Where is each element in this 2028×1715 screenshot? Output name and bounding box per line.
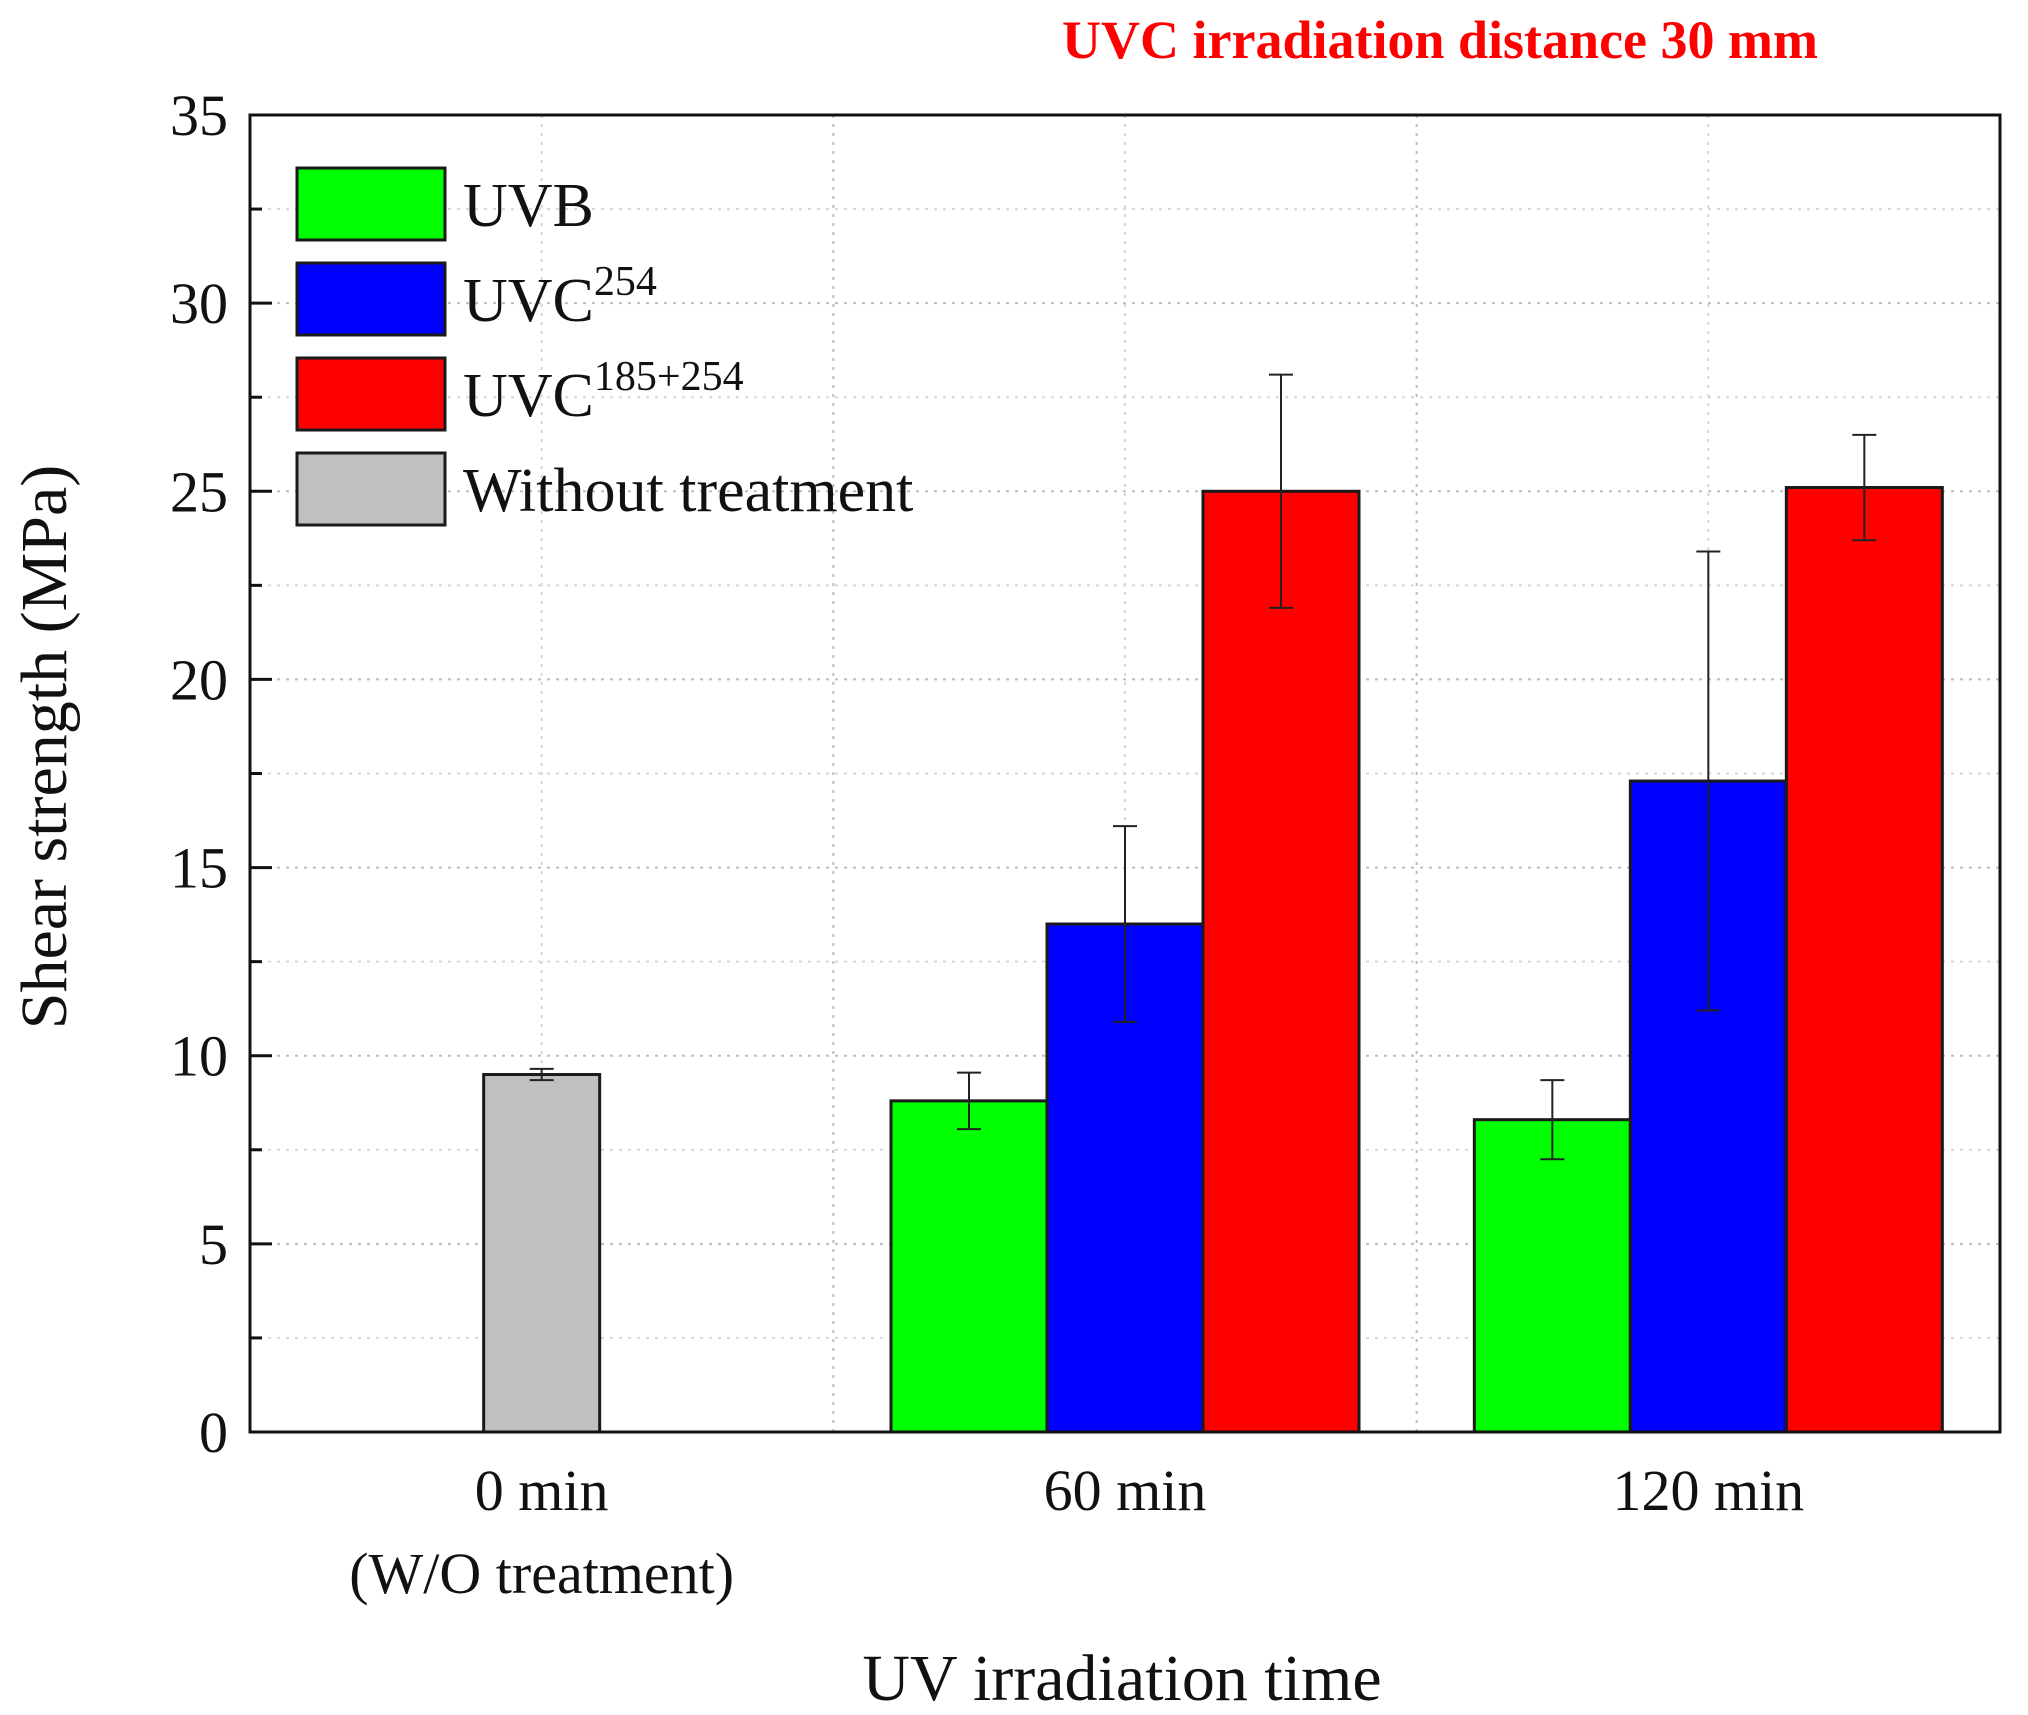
error-bar [529, 1067, 554, 1082]
y-tick-label: 20 [170, 647, 228, 712]
y-tick-label: 10 [170, 1024, 228, 1089]
legend-label: UVB [463, 172, 594, 240]
y-tick-label: 5 [199, 1212, 228, 1277]
x-tick-label: 0 min [475, 1458, 609, 1523]
bar-without-treatment-0 [482, 1073, 602, 1434]
x-tick-sublabel: (W/O treatment) [349, 1541, 734, 1606]
legend-label: UVC254 [463, 259, 657, 335]
error-bar [1696, 550, 1721, 1012]
y-tick-label: 15 [170, 836, 228, 901]
legend-item: Without treatment [295, 451, 913, 527]
bars [482, 373, 1944, 1434]
bar-uvc185-254-2 [1784, 486, 1944, 1434]
error-bar [1540, 1079, 1565, 1161]
axes: 0 5 10 15 20 25 30 35 0 min (W/O treatment) 60 min… [170, 83, 2002, 1606]
error-bar [1269, 373, 1293, 609]
y-axis-title: Shear strength (MPa) [8, 465, 81, 1030]
y-tick-label: 35 [170, 83, 228, 148]
x-tick-label: 120 min [1612, 1458, 1804, 1523]
legend-swatch [295, 261, 447, 337]
error-bar [1852, 433, 1877, 542]
y-tick-label: 25 [170, 459, 228, 524]
y-tick-label: 0 [199, 1400, 228, 1465]
chart-title: UVC irradiation distance 30 mm [1062, 10, 1818, 70]
legend-label: UVC185+254 [463, 354, 744, 430]
x-axis-title: UV irradiation time [862, 1642, 1381, 1715]
legend-swatch [295, 451, 447, 527]
bar-uvb-1 [889, 1099, 1049, 1434]
error-bar [957, 1071, 981, 1131]
legend-item: UVC185+254 [295, 354, 744, 432]
bar-uvb-2 [1472, 1118, 1632, 1434]
legend-item: UVC254 [295, 259, 657, 337]
legend-label: Without treatment [463, 457, 913, 525]
x-tick-label: 60 min [1044, 1458, 1207, 1523]
legend-swatch [295, 166, 447, 242]
error-bar [1113, 825, 1137, 1023]
y-tick-label: 30 [170, 271, 228, 336]
bar-uvc185-254-1 [1201, 489, 1361, 1434]
legend: UVB UVC254 UVC185+254 Without treatment [295, 166, 913, 527]
legend-item: UVB [295, 166, 594, 242]
legend-swatch [295, 356, 447, 432]
